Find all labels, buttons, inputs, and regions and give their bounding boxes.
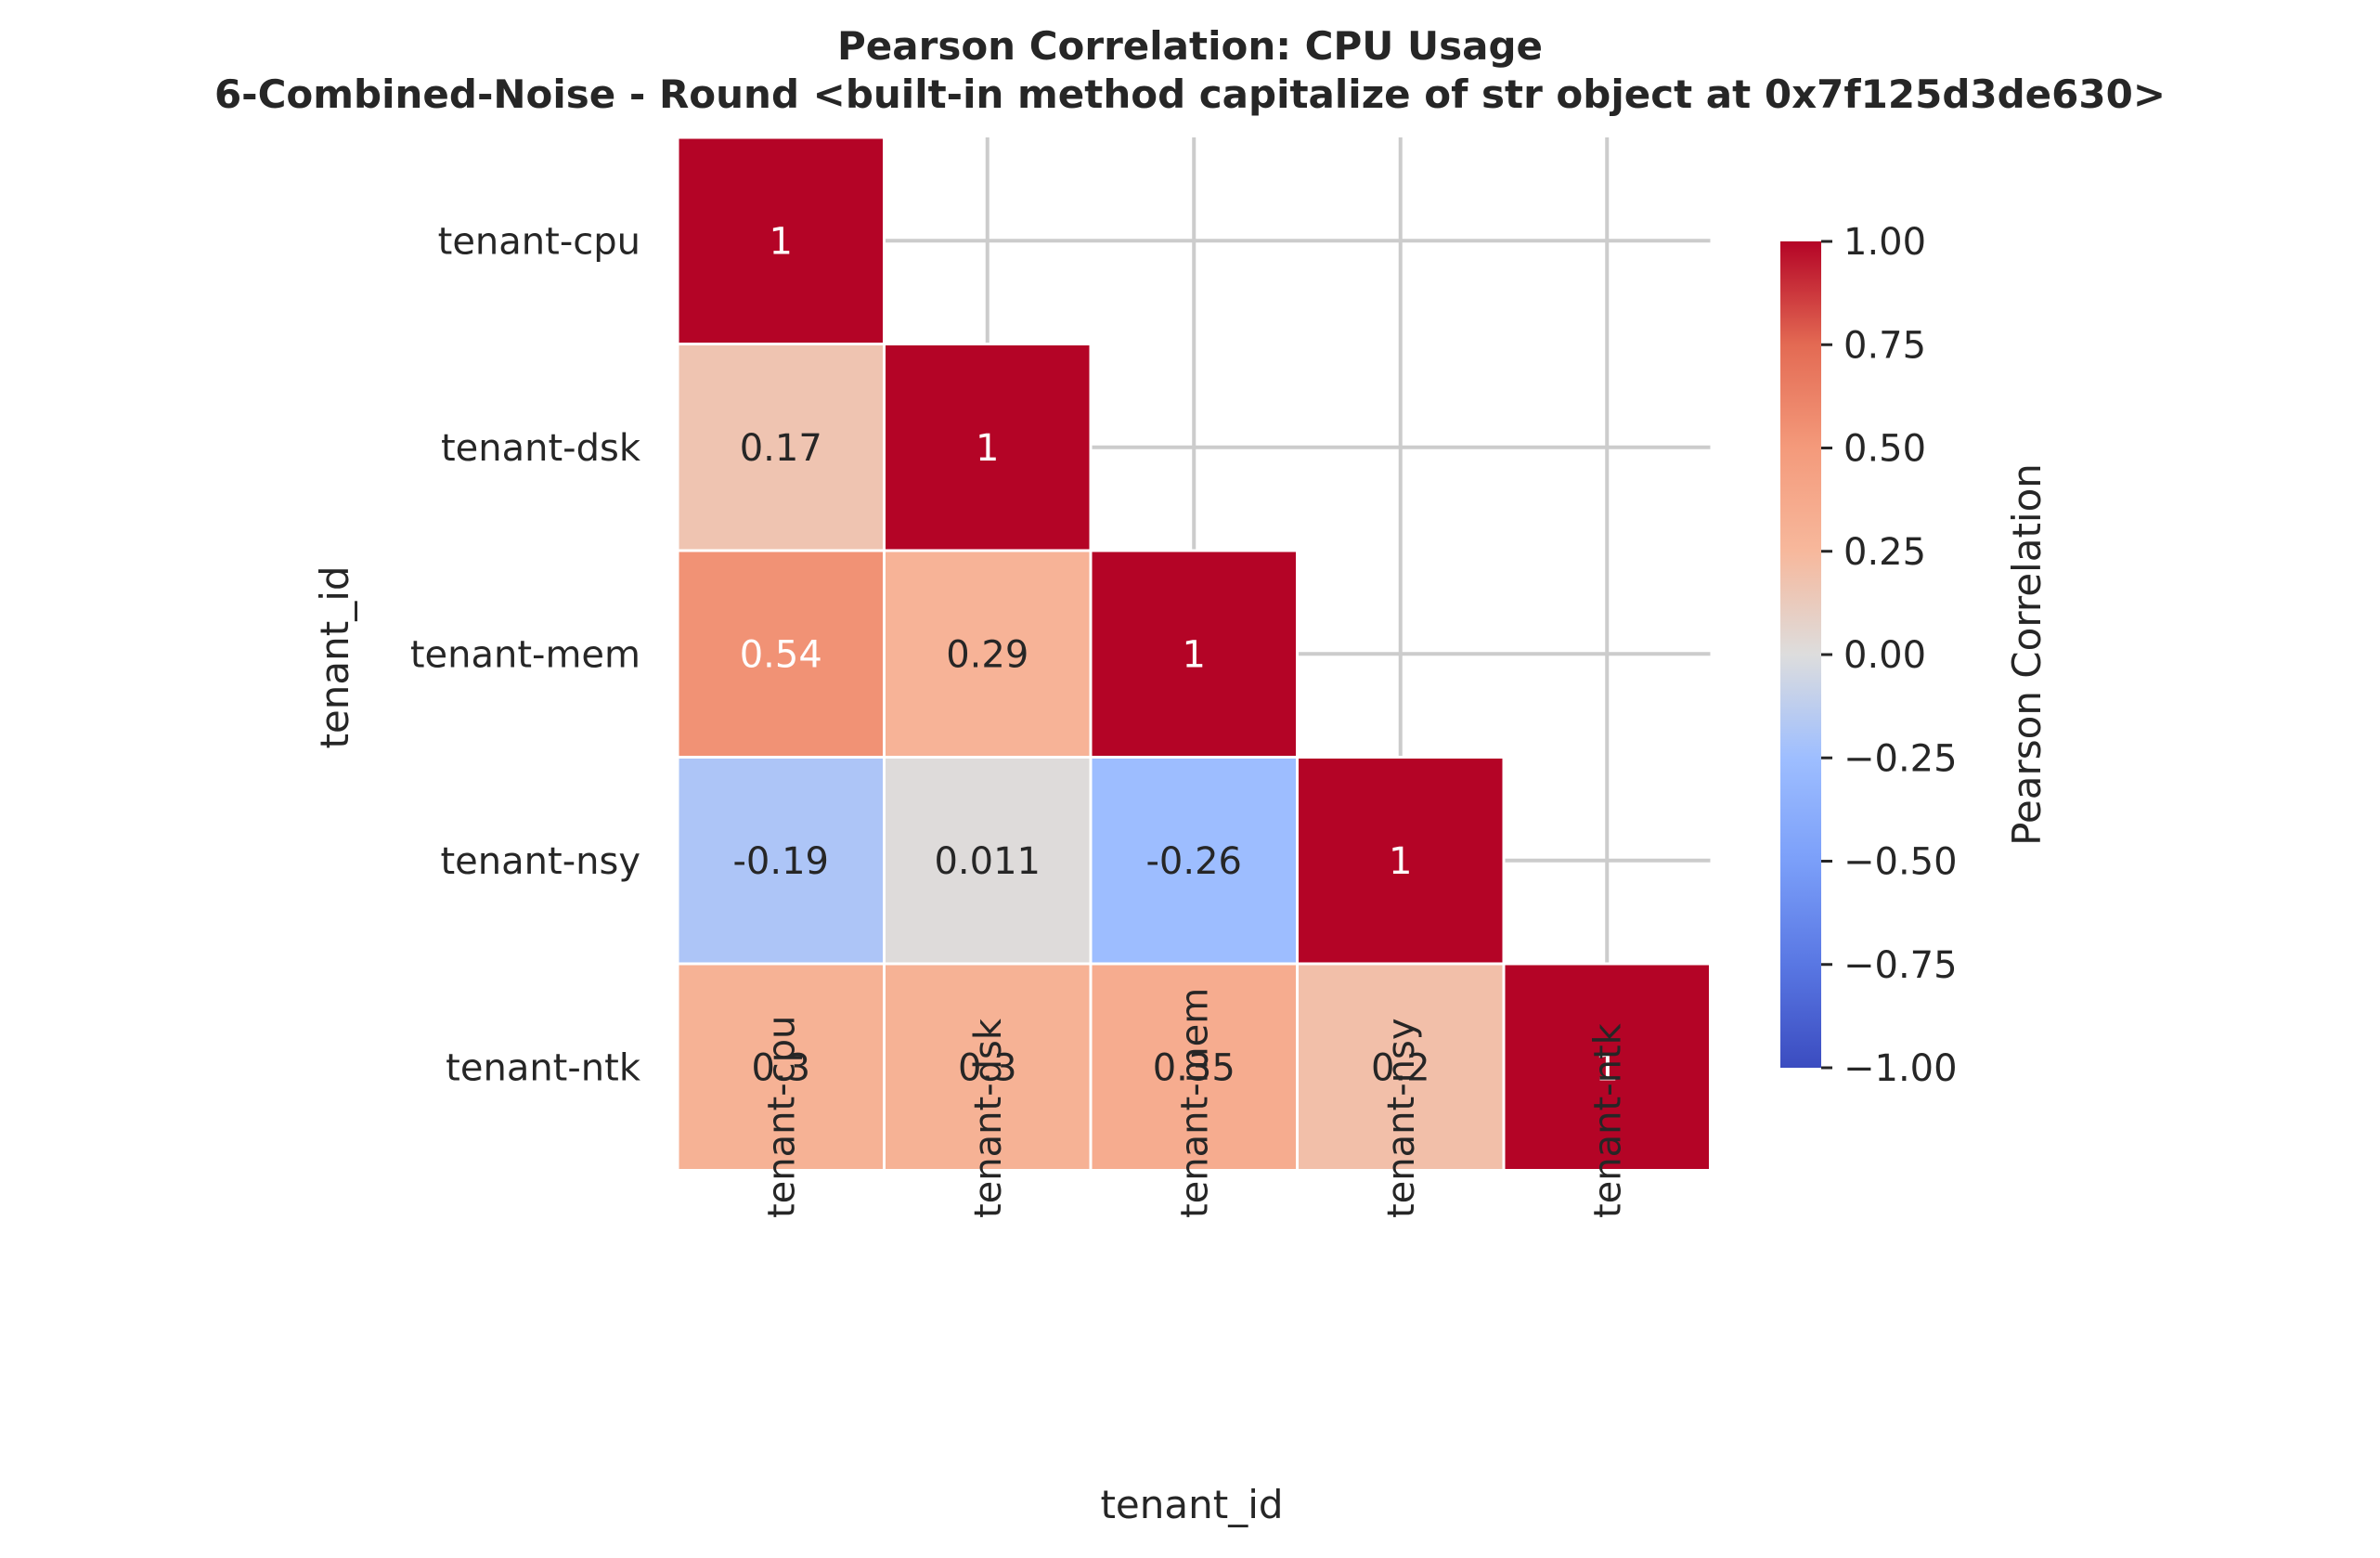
cell-value-label: 0.29 (946, 633, 1028, 676)
colorbar (1780, 241, 1821, 1068)
colorbar-tick-label: 0.75 (1843, 324, 1926, 367)
cell-value-label: -0.19 (733, 840, 830, 883)
cell-value-label: 1 (1183, 633, 1206, 676)
cell-value-label: 0.35 (1153, 1046, 1235, 1089)
cell-value-label: 1 (770, 220, 793, 263)
heatmap-cell-tenant-ntk-tenant-ntk (1502, 962, 1712, 1172)
heatmap-cell-tenant-mem-tenant-dsk (883, 549, 1093, 759)
colorbar-tick-label: 0.00 (1843, 634, 1926, 677)
colorbar-tick-label: 0.50 (1843, 428, 1926, 471)
heatmap-cell-tenant-mem-tenant-mem (1089, 549, 1299, 759)
y-tick-label: tenant-mem (410, 633, 640, 676)
cell-value-label: 1 (1389, 840, 1412, 883)
colorbar-ticks: 1.00 0.75 0.50 0.25 0.00 −0.25 −0.50 −0.75 −1.00 (1821, 221, 1958, 1090)
heatmap-cell-tenant-dsk-tenant-cpu (676, 343, 886, 552)
heatmap-cell-tenant-ntk-tenant-dsk (883, 962, 1093, 1172)
y-tick-label: tenant-ntk (446, 1046, 641, 1089)
chart-subtitle: 6-Combined-Noise - Round <built-in metho… (214, 71, 2166, 117)
cell-value-label: 0.3 (751, 1046, 810, 1089)
heatmap-cell-tenant-nsy-tenant-dsk (883, 756, 1093, 966)
heatmap-cell-tenant-nsy-tenant-mem (1089, 756, 1299, 966)
colorbar-tick-label: 0.25 (1843, 531, 1926, 574)
cell-value-label: 0.3 (958, 1046, 1017, 1089)
colorbar-tick-label: −0.50 (1843, 841, 1958, 884)
cell-value-label: 1 (1596, 1046, 1619, 1089)
cell-value-label: 1 (976, 427, 999, 470)
heatmap-cell-labels: 1 0.17 1 0.54 0.29 1 -0.19 0.011 -0.26 1 0.3 0.3 0.3… (733, 220, 1619, 1089)
cell-value-label: 0.54 (740, 633, 822, 676)
heatmap-cell-tenant-ntk-tenant-mem (1089, 962, 1299, 1172)
heatmap-cell-tenant-nsy-tenant-cpu (676, 756, 886, 966)
colorbar-tick-label: 1.00 (1843, 221, 1926, 264)
x-tick-labels: tenant-cpu tenant-dsk tenant-mem tenant-nsy… (760, 988, 1629, 1218)
x-tick-label: tenant-ntk (1586, 1022, 1629, 1218)
x-axis-label: tenant_id (1100, 1482, 1283, 1527)
cell-value-label: -0.26 (1146, 840, 1243, 883)
cell-value-label: 0.17 (740, 427, 822, 470)
y-tick-labels: tenant-cpu tenant-dsk tenant-mem tenant-nsy… (410, 220, 641, 1089)
y-tick-label: tenant-nsy (441, 840, 641, 883)
cell-value-label: 0.011 (934, 840, 1041, 883)
x-tick-label: tenant-mem (1173, 988, 1216, 1218)
colorbar-label: Pearson Correlation (2004, 463, 2050, 846)
heatmap-cells (676, 136, 1712, 1172)
heatmap-cell-tenant-mem-tenant-cpu (676, 549, 886, 759)
colorbar-tick-label: −0.75 (1843, 944, 1958, 987)
x-tick-label: tenant-nsy (1380, 1019, 1423, 1219)
y-axis-label: tenant_id (312, 565, 357, 748)
heatmap-cell-tenant-nsy-tenant-nsy (1296, 756, 1506, 966)
y-tick-label: tenant-dsk (441, 427, 641, 470)
heatmap-cell-tenant-cpu-tenant-cpu (676, 136, 886, 345)
x-tick-label: tenant-cpu (760, 1016, 803, 1218)
heatmap-cell-tenant-ntk-tenant-cpu (676, 962, 886, 1172)
colorbar-tick-label: −1.00 (1843, 1047, 1958, 1090)
cell-value-label: 0.2 (1371, 1046, 1430, 1089)
colorbar-tick-label: −0.25 (1843, 737, 1958, 780)
y-tick-label: tenant-cpu (438, 220, 640, 263)
x-tick-label: tenant-dsk (967, 1018, 1010, 1218)
chart-title: Pearson Correlation: CPU Usage (837, 23, 1543, 69)
heatmap-cell-tenant-ntk-tenant-nsy (1296, 962, 1506, 1172)
